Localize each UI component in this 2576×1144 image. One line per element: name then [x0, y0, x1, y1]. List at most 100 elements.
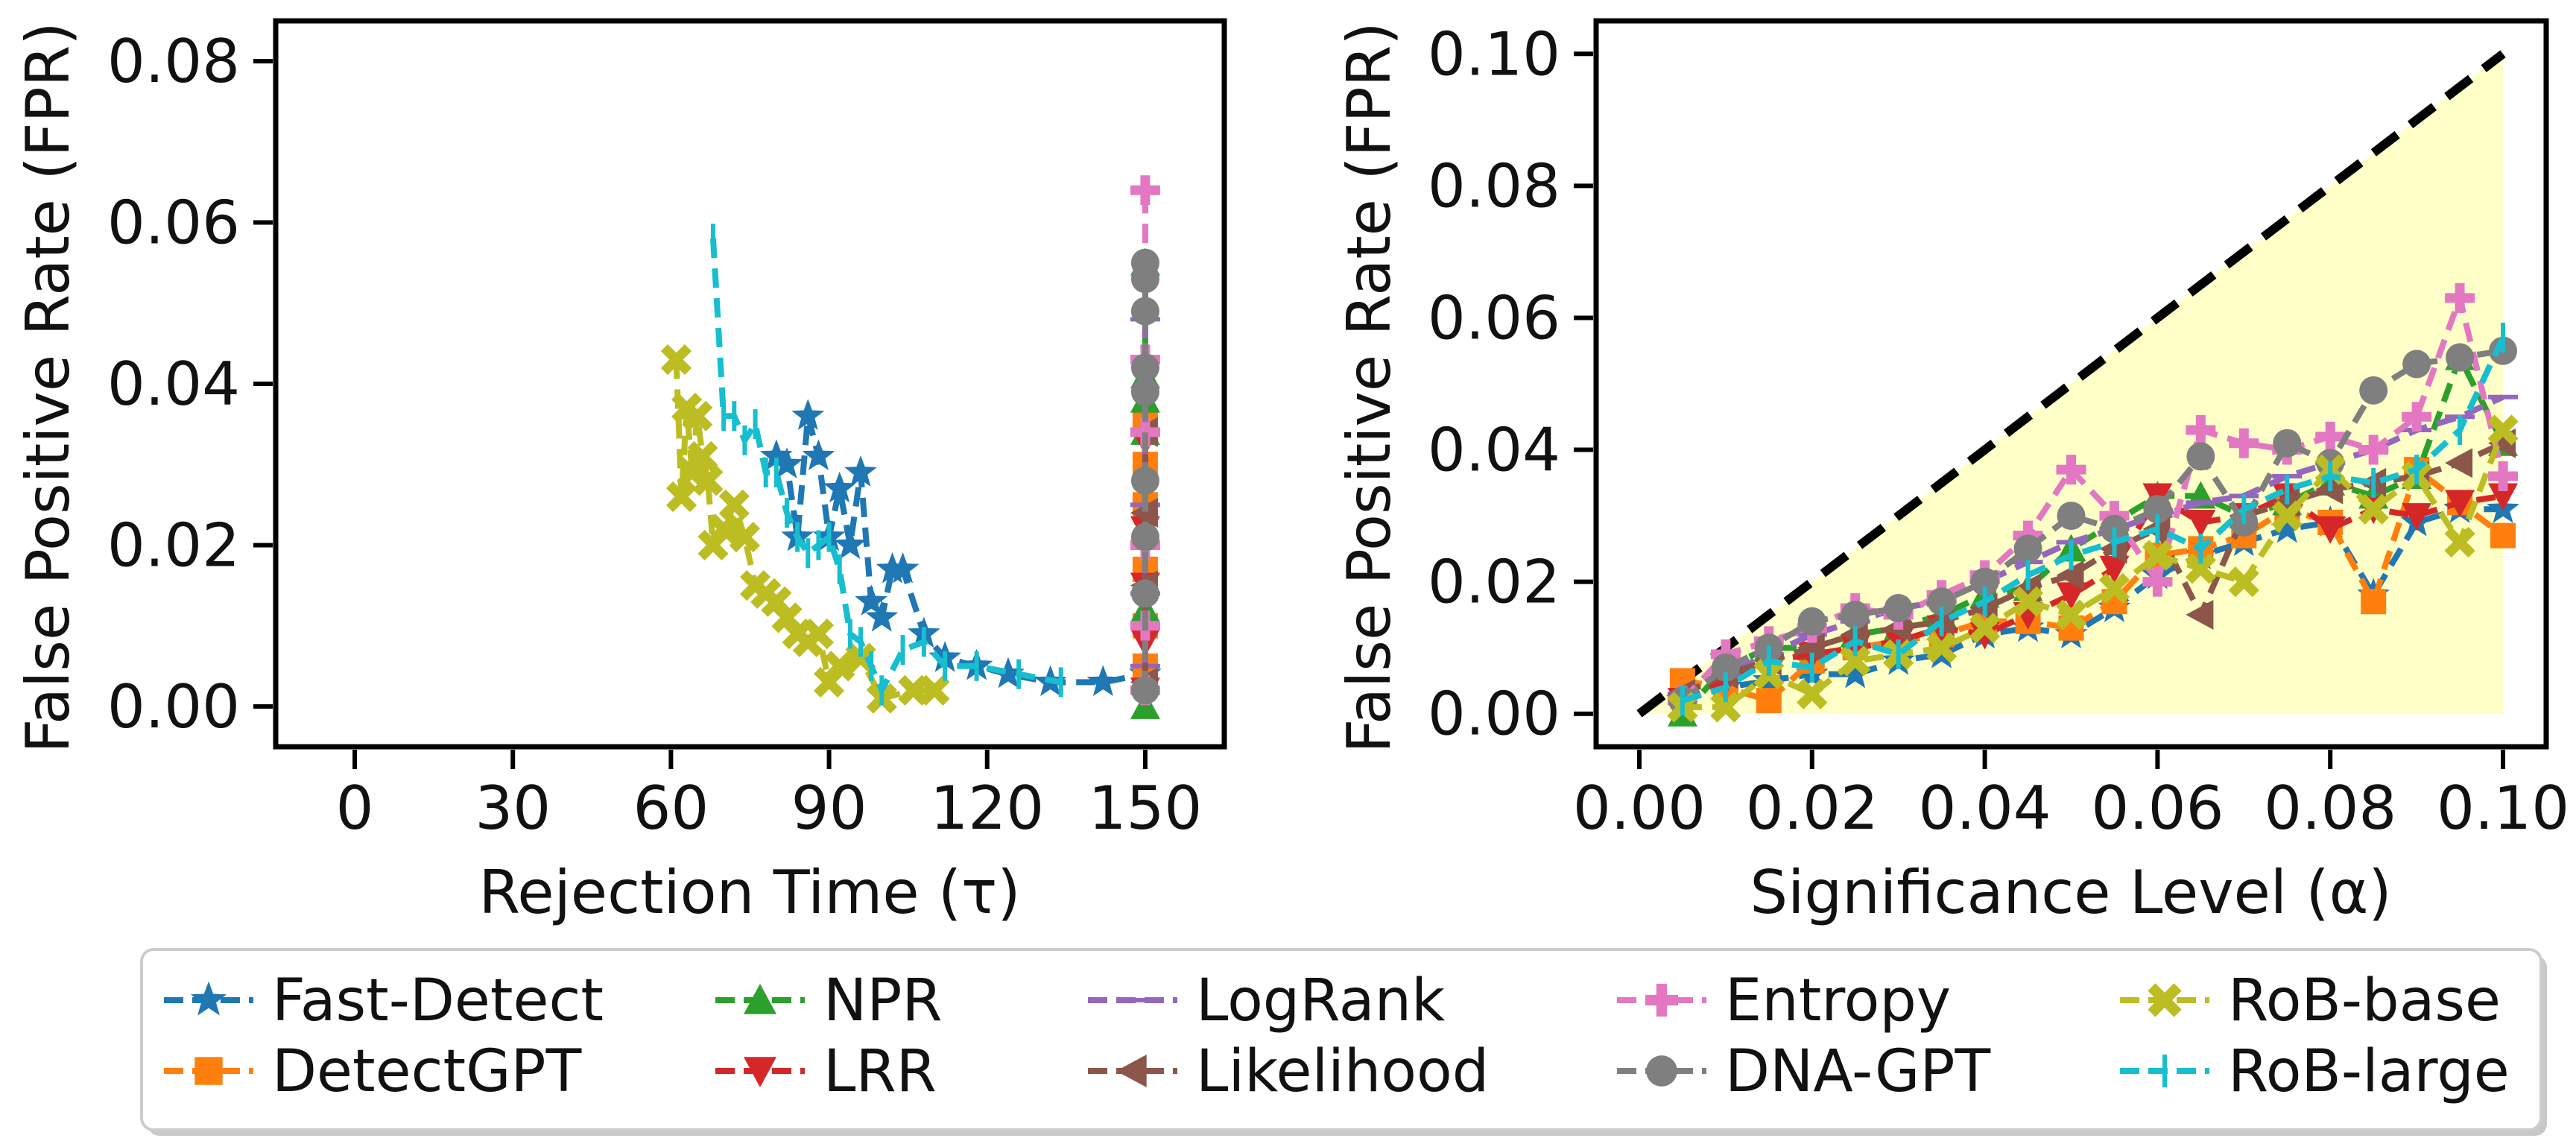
left-series-rob-large [710, 224, 1063, 706]
left-point-fast-detect [802, 439, 835, 470]
right-point-fast-detect [2270, 511, 2304, 543]
legend-marker-likelihood [1116, 1055, 1147, 1087]
left-point-dna-gpt [1130, 466, 1159, 495]
legend-entry-rob-large: RoB-large [2120, 1038, 2510, 1105]
right-point-dna-gpt [2186, 442, 2215, 471]
left-x-tick-label: 90 [791, 774, 867, 843]
right-point-entropy [2186, 414, 2216, 445]
right-series-layer [1666, 282, 2519, 727]
right-x-ticks: 0.00 0.02 0.04 0.06 0.08 0.10 [1573, 750, 2569, 843]
left-point-fast-detect [992, 657, 1025, 689]
right-y-tick-label: 0.10 [1428, 19, 1560, 89]
right-chart: 0.00 0.02 0.04 0.06 0.08 0.10 0.00 0.02 0.04 0.0… [1335, 18, 2569, 927]
right-point-dna-gpt [2013, 534, 2042, 563]
left-line-rob-large [710, 238, 1062, 694]
right-point-dna-gpt [2402, 350, 2431, 379]
right-point-rob-base [2012, 586, 2044, 617]
left-point-fast-detect [844, 455, 877, 487]
legend-box [140, 948, 2542, 1131]
left-series-layer [660, 175, 1162, 719]
right-point-likelihood [2056, 560, 2084, 590]
left-y-ticks: 0.00 0.02 0.04 0.06 0.08 [107, 27, 273, 742]
left-point-dna-gpt [1130, 579, 1159, 608]
left-point-rob-base [718, 489, 750, 520]
left-y-tick-label: 0.06 [107, 189, 240, 258]
right-reference-line [1636, 50, 2506, 718]
right-point-likelihood [2186, 599, 2214, 630]
right-point-rob-base [1710, 692, 1741, 723]
right-y-ticks: 0.00 0.02 0.04 0.06 0.08 0.10 [1428, 19, 1593, 749]
right-point-lrr [2488, 483, 2519, 511]
left-point-fast-detect [1086, 665, 1120, 696]
right-point-entropy [2488, 461, 2519, 491]
left-point-fast-detect [823, 471, 856, 503]
left-y-tick-label: 0.02 [107, 511, 240, 580]
right-point-rob-base [1926, 632, 1958, 663]
left-y-tick-label: 0.08 [107, 27, 240, 96]
right-point-entropy [2229, 428, 2259, 458]
left-y-axis-label: False Positive Rate (FPR) [13, 22, 83, 753]
right-point-dna-gpt [2446, 343, 2475, 372]
left-point-rob-base [708, 513, 739, 545]
left-point-fast-detect [760, 439, 793, 470]
right-x-axis-label: Significance Level (α) [1750, 858, 2391, 927]
right-point-dna-gpt [1884, 594, 1913, 623]
left-point-rob-base [824, 651, 855, 682]
right-x-tick-label: 0.10 [2437, 774, 2569, 843]
legend-marker-npr [744, 984, 776, 1014]
right-x-tick-label: 0.00 [1573, 774, 1706, 843]
left-point-rob-base [665, 481, 697, 513]
right-point-rob-base [2142, 540, 2174, 571]
legend-label-lrr: LRR [823, 1038, 937, 1105]
right-x-tick-label: 0.06 [2091, 774, 2224, 843]
legend-label-rob-large: RoB-large [2228, 1038, 2510, 1105]
left-point-dna-gpt [1130, 248, 1159, 277]
legend-marker-rob-base [2148, 983, 2182, 1017]
right-point-dna-gpt [1797, 607, 1826, 636]
right-x-tick-label: 0.02 [1746, 774, 1879, 843]
legend-label-dna-gpt: DNA-GPT [1725, 1038, 1991, 1105]
right-point-fast-detect [1838, 657, 1872, 689]
right-point-lrr [2445, 490, 2475, 518]
left-x-tick-label: 60 [633, 774, 709, 843]
legend-entry-entropy: Entropy [1617, 967, 1951, 1034]
right-point-dna-gpt [1970, 567, 1999, 596]
right-point-entropy [2142, 566, 2173, 597]
right-y-axis-label: False Positive Rate (FPR) [1335, 22, 1404, 753]
left-point-rob-base [692, 465, 724, 496]
right-point-rob-base [2444, 526, 2475, 558]
left-x-tick-label: 150 [1089, 774, 1203, 843]
legend-entry-lrr: LRR [715, 1038, 937, 1105]
right-point-lrr [2186, 509, 2216, 537]
legend-entry-logrank: LogRank [1088, 967, 1445, 1034]
right-point-rob-base [2358, 493, 2389, 525]
left-point-rob-base [919, 674, 950, 706]
legend-entry-dna-gpt: DNA-GPT [1617, 1038, 1991, 1105]
right-y-tick-label: 0.04 [1428, 416, 1560, 485]
legend-label-entropy: Entropy [1725, 967, 1951, 1034]
left-point-fast-detect [865, 600, 899, 632]
right-x-tick-label: 0.08 [2264, 774, 2396, 843]
right-point-rob-base [2098, 572, 2130, 604]
right-line-rob-large [1681, 336, 2506, 704]
right-point-rob-base [1840, 645, 1871, 677]
right-point-rob-base [2185, 553, 2216, 584]
right-x-tick-label: 0.04 [1919, 774, 2051, 843]
left-point-likelihood [1130, 498, 1158, 528]
right-point-detectgpt [2490, 522, 2516, 549]
right-point-rob-base [2487, 414, 2519, 446]
left-point-dna-gpt [1130, 377, 1159, 406]
right-y-tick-label: 0.06 [1428, 283, 1560, 353]
right-point-lrr [2402, 503, 2432, 531]
right-point-detectgpt [1756, 688, 1782, 714]
left-series-dna-gpt [1130, 248, 1159, 705]
left-point-rob-base [803, 618, 835, 650]
legend-entry-npr: NPR [715, 967, 943, 1034]
left-point-fast-detect [834, 528, 867, 560]
left-x-tick-label: 120 [930, 774, 1044, 843]
left-point-fast-detect [855, 584, 887, 616]
right-point-detectgpt [2361, 589, 2387, 615]
left-chart: 0 30 60 90 120 150 0.00 0.02 0.04 0.06 0.08 Rejec… [13, 18, 1227, 927]
